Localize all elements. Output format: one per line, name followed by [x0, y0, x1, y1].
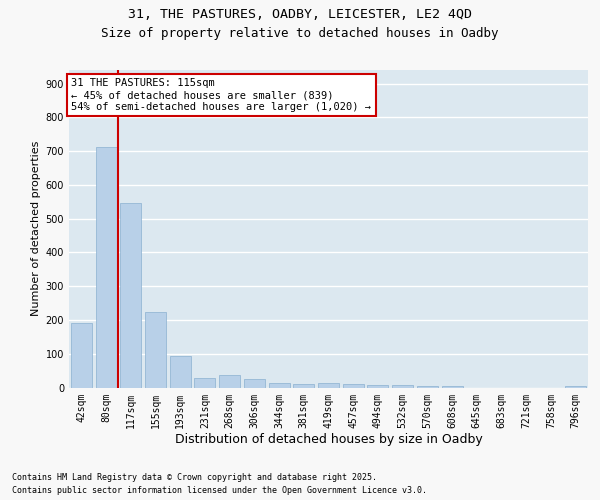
Text: 31, THE PASTURES, OADBY, LEICESTER, LE2 4QD: 31, THE PASTURES, OADBY, LEICESTER, LE2 …: [128, 8, 472, 20]
Text: Size of property relative to detached houses in Oadby: Size of property relative to detached ho…: [101, 28, 499, 40]
Bar: [219, 374, 240, 388]
Bar: [120, 202, 141, 388]
Bar: [343, 384, 364, 388]
Bar: [71, 324, 92, 388]
Bar: [95, 147, 116, 388]
Bar: [145, 312, 166, 388]
Bar: [392, 385, 413, 388]
Bar: [367, 385, 388, 388]
Bar: [269, 384, 290, 388]
Y-axis label: Number of detached properties: Number of detached properties: [31, 141, 41, 316]
Bar: [565, 386, 586, 388]
Bar: [417, 386, 438, 388]
Bar: [442, 386, 463, 388]
Text: 31 THE PASTURES: 115sqm
← 45% of detached houses are smaller (839)
54% of semi-d: 31 THE PASTURES: 115sqm ← 45% of detache…: [71, 78, 371, 112]
Bar: [318, 384, 339, 388]
Bar: [244, 379, 265, 388]
Bar: [293, 384, 314, 388]
Bar: [194, 378, 215, 388]
Text: Contains public sector information licensed under the Open Government Licence v3: Contains public sector information licen…: [12, 486, 427, 495]
Text: Contains HM Land Registry data © Crown copyright and database right 2025.: Contains HM Land Registry data © Crown c…: [12, 472, 377, 482]
Bar: [170, 356, 191, 388]
X-axis label: Distribution of detached houses by size in Oadby: Distribution of detached houses by size …: [175, 433, 482, 446]
